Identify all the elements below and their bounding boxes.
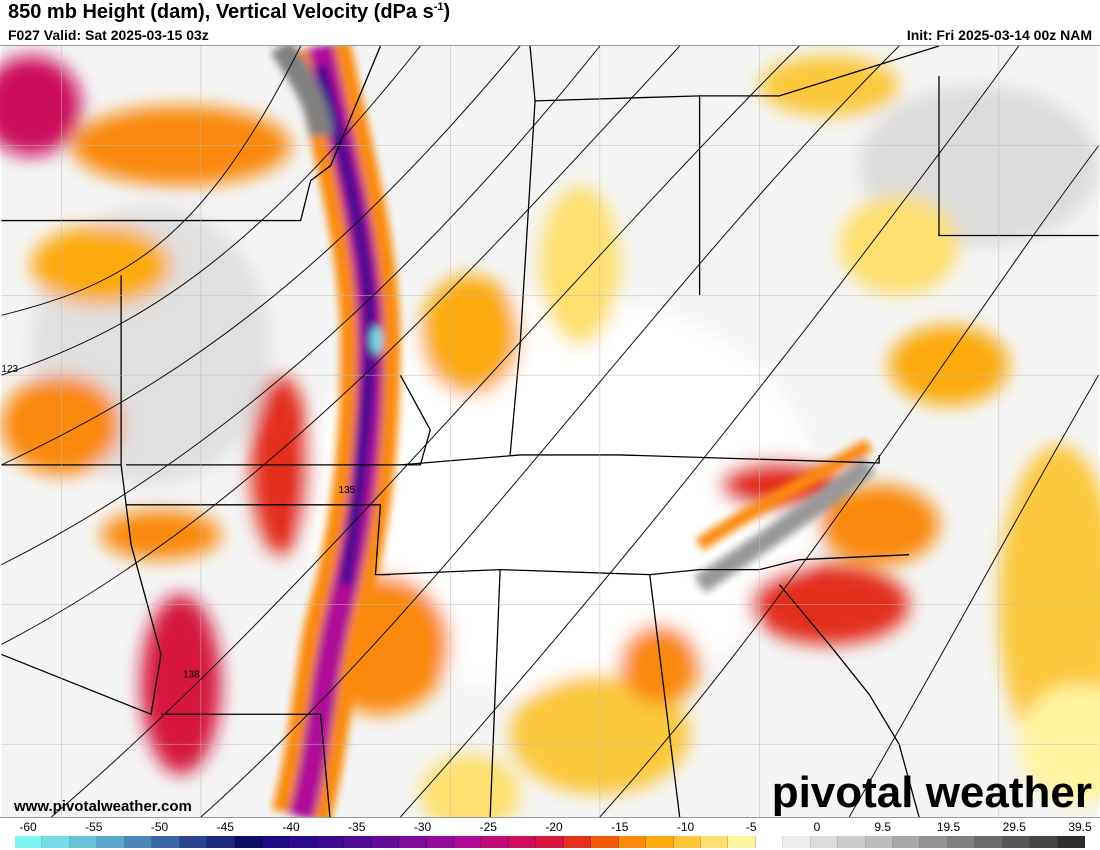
colorbar-swatch <box>755 836 784 848</box>
colorbar-label: -40 <box>282 820 300 834</box>
colorbar-swatch <box>179 836 208 848</box>
colorbar-swatch <box>124 836 153 848</box>
colorbar-swatch <box>399 836 427 848</box>
colorbar-swatch <box>97 836 125 848</box>
colorbar-swatch <box>947 836 976 848</box>
pivotal-weather-logo: pivotal weather <box>771 768 1092 817</box>
colorbar-swatch <box>289 836 317 848</box>
colorbar-label: -35 <box>348 820 366 834</box>
colorbar-label: 0 <box>813 820 821 834</box>
colorbar-swatch <box>563 836 592 848</box>
colorbar-label: -5 <box>745 820 757 834</box>
colorbar <box>15 836 1086 848</box>
contour-label: 138 <box>183 669 200 680</box>
colorbar-label: 39.5 <box>1068 820 1092 834</box>
colorbar-swatch <box>975 836 1003 848</box>
weather-map[interactable]: 123 135 138 <box>0 45 1100 818</box>
colorbar-label: -45 <box>216 820 234 834</box>
colorbar-label: -30 <box>413 820 432 834</box>
contour-label: 123 <box>1 364 18 375</box>
colorbar-label: 19.5 <box>936 820 961 834</box>
valid-time: F027 Valid: Sat 2025-03-15 03z <box>8 27 209 43</box>
colorbar-swatch <box>371 836 400 848</box>
colorbar-swatch <box>1030 836 1058 848</box>
colorbar-swatch <box>783 836 811 848</box>
state-borders <box>1 46 1099 817</box>
county-lines <box>1 46 1099 817</box>
colorbar-swatch <box>838 836 866 848</box>
colorbar-swatch <box>42 836 70 848</box>
colorbar-label: -20 <box>545 820 563 834</box>
colorbar-label: -60 <box>19 820 37 834</box>
colorbar-swatch <box>865 836 893 848</box>
colorbar-swatch <box>1002 836 1031 848</box>
colorbar-swatch <box>316 836 345 848</box>
colorbar-label: -15 <box>611 820 629 834</box>
velocity-field <box>0 55 1100 817</box>
colorbar-swatch <box>920 836 948 848</box>
colorbar-swatch <box>728 836 756 848</box>
height-contours <box>1 46 1100 817</box>
website-url[interactable]: www.pivotalweather.com <box>14 798 192 815</box>
colorbar-swatch <box>536 836 564 848</box>
colorbar-swatch <box>69 836 98 848</box>
init-time: Init: Fri 2025-03-14 00z NAM <box>906 27 1092 43</box>
colorbar-swatch <box>426 836 454 848</box>
colorbar-swatch <box>700 836 729 848</box>
colorbar-swatch <box>591 836 619 848</box>
colorbar-swatch <box>152 836 180 848</box>
colorbar-swatch <box>15 836 43 848</box>
colorbar-swatch <box>810 836 839 848</box>
colorbar-swatch <box>618 836 647 848</box>
map-title-end: ) <box>443 1 451 23</box>
colorbar-labels: -60 -55 -50 -45 -40 -35 -30 -25 -20 -15 -10 -5 0 9.5 1… <box>0 820 1100 834</box>
colorbar-swatch <box>207 836 235 848</box>
colorbar-swatch <box>893 836 921 848</box>
colorbar-swatch <box>673 836 701 848</box>
colorbar-label: -25 <box>479 820 497 834</box>
colorbar-label: 9.5 <box>874 820 892 834</box>
colorbar-swatch <box>454 836 482 848</box>
colorbar-label: -10 <box>676 820 695 834</box>
colorbar-swatch <box>646 836 674 848</box>
map-title-text: 850 mb Height (dam), Vertical Velocity (… <box>8 1 434 23</box>
contour-label: 135 <box>339 485 356 496</box>
colorbar-swatch <box>508 836 537 848</box>
colorbar-label: -55 <box>85 820 103 834</box>
map-title-superscript: -1 <box>433 1 444 13</box>
colorbar-label: -50 <box>150 820 169 834</box>
colorbar-swatch <box>344 836 372 848</box>
colorbar-swatch <box>261 836 290 848</box>
map-title: 850 mb Height (dam), Vertical Velocity (… <box>8 1 450 24</box>
colorbar-swatch <box>1057 836 1086 848</box>
contour-labels: 123 135 138 <box>1 364 355 680</box>
colorbar-label: 29.5 <box>1002 820 1026 834</box>
colorbar-swatch <box>234 836 262 848</box>
colorbar-swatch <box>481 836 509 848</box>
